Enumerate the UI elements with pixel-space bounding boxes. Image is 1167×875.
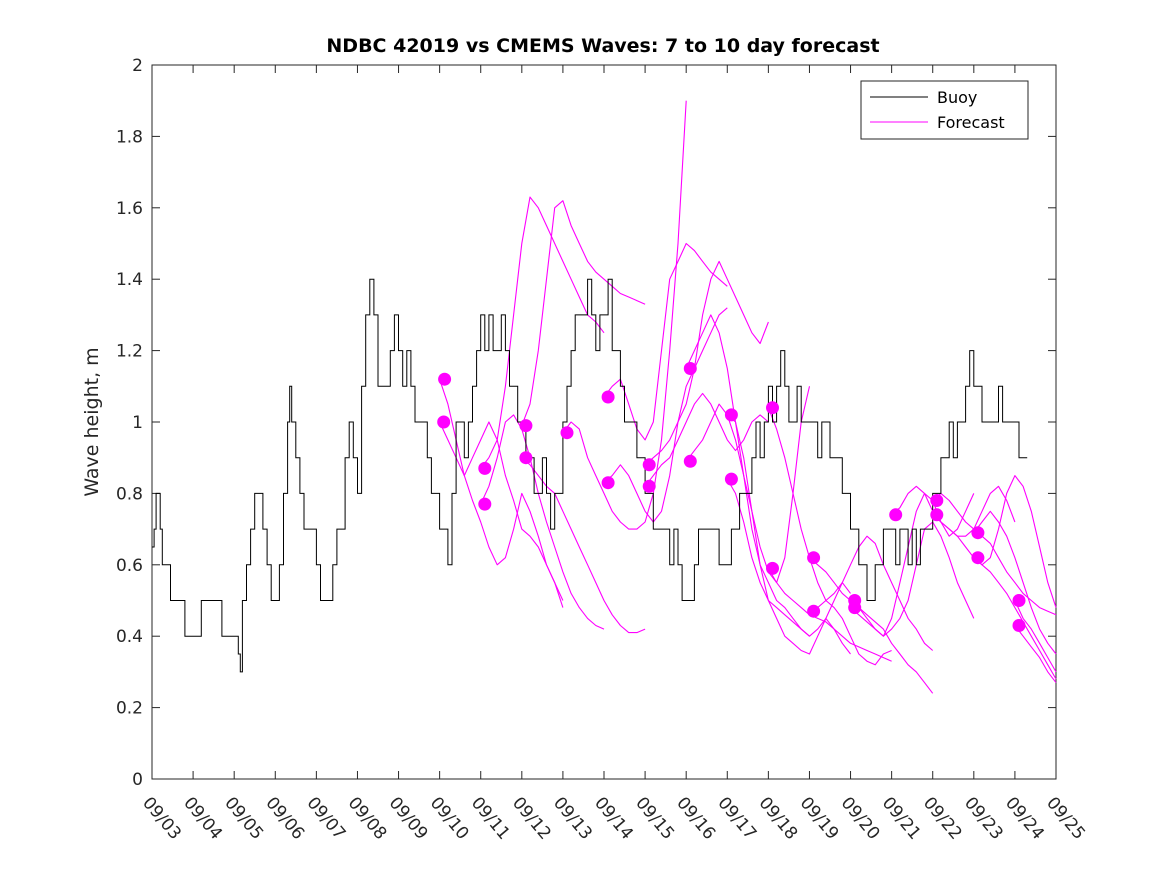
forecast-marker <box>601 476 615 490</box>
forecast-marker <box>683 454 697 468</box>
legend-buoy-label: Buoy <box>937 88 977 107</box>
forecast-line-6 <box>562 100 687 530</box>
forecast-marker <box>642 458 656 472</box>
y-tick-label: 0.4 <box>116 627 143 647</box>
forecast-line-24 <box>973 510 1057 655</box>
y-tick-label: 1.6 <box>116 199 143 219</box>
plot-area: 00.20.40.60.811.21.41.61.82 09/0309/0409… <box>116 56 1089 844</box>
y-tick-label: 1.8 <box>116 127 143 147</box>
legend: Buoy Forecast <box>860 80 1029 140</box>
forecast-marker <box>560 426 574 440</box>
forecast-marker <box>519 451 533 465</box>
y-tick-label: 0 <box>132 770 143 790</box>
forecast-marker <box>601 390 615 404</box>
forecast-line-2 <box>480 196 605 469</box>
forecast-marker <box>848 601 862 615</box>
buoy-line-group <box>152 278 1028 673</box>
legend-forecast-label: Forecast <box>937 113 1005 132</box>
forecast-marker <box>724 408 738 422</box>
forecast-line-27 <box>1014 625 1057 683</box>
y-tick-label: 0.6 <box>116 556 143 576</box>
forecast-line-14 <box>726 478 851 637</box>
forecast-line-4 <box>521 200 646 426</box>
forecast-line-18 <box>809 535 934 651</box>
forecast-marker <box>766 401 779 415</box>
forecast-marker <box>930 494 944 507</box>
forecast-marker <box>478 461 492 475</box>
chart-title: NDBC 42019 vs CMEMS Waves: 7 to 10 day f… <box>326 35 879 57</box>
forecast-marker <box>889 508 903 522</box>
forecast-marker <box>807 551 821 565</box>
forecast-line-8 <box>603 307 728 523</box>
y-tick-label: 0.2 <box>116 699 143 719</box>
forecast-line-10 <box>644 392 769 487</box>
forecast-marker <box>683 362 697 375</box>
forecast-marker <box>930 508 944 522</box>
forecast-line-13 <box>726 414 851 655</box>
forecast-line-17 <box>809 557 934 694</box>
forecast-line-3 <box>480 414 605 630</box>
forecast-marker <box>971 526 985 540</box>
forecast-line-16 <box>767 568 892 662</box>
buoy-line <box>152 278 1028 673</box>
forecast-marker <box>642 479 656 493</box>
forecast-markers <box>437 362 1026 632</box>
y-axis: 0 0.2 0.4 0.6 0.8 1 1.2 1.4 1.6 1.8 2 <box>116 56 1056 790</box>
forecast-line-1 <box>439 421 564 608</box>
forecast-line-25 <box>973 557 1057 680</box>
legend-box <box>860 80 1029 140</box>
forecast-line-9 <box>644 260 769 466</box>
y-tick-label: 1 <box>132 413 143 433</box>
forecast-line-11 <box>685 314 810 637</box>
forecast-marker <box>766 561 779 575</box>
forecast-lines <box>439 100 1057 694</box>
forecast-marker <box>1012 594 1026 607</box>
y-axis-label: Wave height, m <box>81 347 103 496</box>
y-tick-label: 0.8 <box>116 484 143 504</box>
forecast-marker <box>478 497 492 511</box>
forecast-line-0 <box>439 379 564 601</box>
forecast-marker <box>438 372 452 386</box>
forecast-marker <box>971 551 985 565</box>
forecast-marker <box>1012 619 1026 632</box>
plot-frame <box>151 64 1057 780</box>
forecast-marker <box>437 415 451 429</box>
forecast-marker <box>807 604 821 618</box>
forecast-line-22 <box>932 492 1057 616</box>
forecast-line-26 <box>1014 600 1057 673</box>
y-tick-label: 2 <box>132 56 143 76</box>
forecast-marker <box>724 472 738 486</box>
y-tick-label: 1.2 <box>116 342 143 362</box>
forecast-line-20 <box>850 521 975 637</box>
forecast-line-23 <box>932 475 1057 608</box>
forecast-marker <box>519 419 533 433</box>
y-tick-label: 1.4 <box>116 270 143 290</box>
forecast-line-15 <box>767 407 892 666</box>
